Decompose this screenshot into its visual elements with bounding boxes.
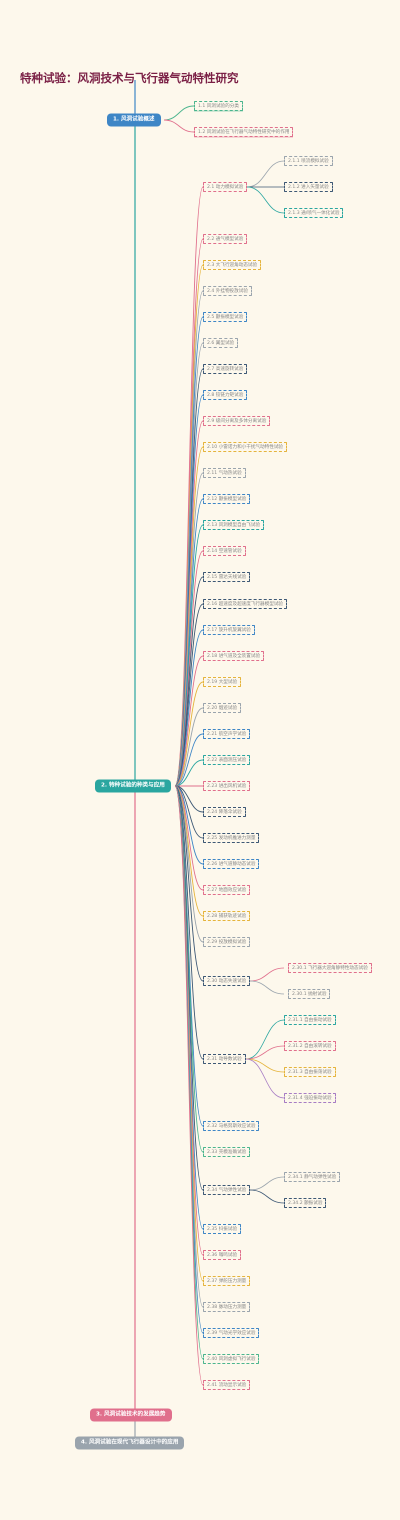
topic-node[interactable]: 2.13 风洞模型自由飞试验 — [203, 520, 265, 530]
topic-node[interactable]: 2.17 旋升机旋翼试验 — [203, 625, 255, 635]
topic-node[interactable]: 2.21 航空声学试验 — [203, 729, 251, 739]
connector-line — [174, 681, 204, 787]
topic-node[interactable]: 2.2 通气模型试验 — [203, 234, 248, 244]
subtopic-node[interactable]: 2.31.3 自由振荡试验 — [284, 1067, 336, 1077]
subtopic-node[interactable]: 2.30.1 飞行器大迎角静特性动态试验 — [288, 963, 372, 973]
topic-node[interactable]: 2.37 弹舵压力测量 — [203, 1276, 251, 1286]
connector-line — [174, 655, 204, 787]
subtopic-node[interactable]: 2.1.2 进入矢量试验 — [284, 182, 333, 192]
topic-node[interactable]: 2.8 铰链力矩试验 — [203, 390, 248, 400]
topic-node[interactable]: 2.33 壳模准确试验 — [203, 1147, 251, 1157]
connector-line — [174, 785, 204, 1191]
topic-node[interactable]: 2.7 高速旋转试验 — [203, 364, 248, 374]
topic-node[interactable]: 2.27 地面效应试验 — [203, 885, 251, 895]
topic-node[interactable]: 2.18 进气道及全装置试验 — [203, 651, 265, 661]
connector-line — [174, 629, 204, 787]
topic-node[interactable]: 2.19 大型试验 — [203, 677, 242, 687]
topic-node[interactable]: 2.24 降落伞试验 — [203, 807, 246, 817]
connector-line — [174, 707, 204, 787]
topic-node[interactable]: 2.12 颤振模型试验 — [203, 494, 251, 504]
connector-line — [246, 160, 285, 188]
section-node[interactable]: 2. 特种试验的种类与应用 — [95, 779, 171, 793]
topic-node[interactable]: 2.28 捕获轨迹试验 — [203, 911, 251, 921]
topic-node[interactable]: 1.1 风洞试验的分类 — [194, 101, 243, 111]
connector-line — [249, 1176, 285, 1191]
connector-line — [174, 733, 204, 787]
subtopic-node[interactable]: 2.1.3 通/喷气一体化试验 — [284, 208, 344, 218]
topic-node[interactable]: 2.11 气动热试验 — [203, 468, 246, 478]
connector-line — [245, 1058, 285, 1073]
topic-node[interactable]: 2.36 嗡鸣试验 — [203, 1250, 242, 1260]
connector-line — [174, 759, 204, 787]
topic-node[interactable]: 2.10 小雷诺力和小干扰气动特性试验 — [203, 442, 288, 452]
topic-node[interactable]: 2.29 投放模拟试验 — [203, 937, 251, 947]
topic-node[interactable]: 2.9 级间分离及多体分离试验 — [203, 416, 271, 426]
topic-node[interactable]: 2.40 风洞虚拟飞行试验 — [203, 1354, 260, 1364]
connector-line — [174, 785, 204, 982]
connector-line — [174, 394, 204, 787]
connector-line — [163, 105, 195, 121]
connector-line — [174, 785, 204, 1060]
subtopic-node[interactable]: 2.34.2 颤振试验 — [284, 1198, 327, 1208]
subtopic-node[interactable]: 2.31.1 自由振动试验 — [284, 1015, 336, 1025]
topic-node[interactable]: 2.31 动导数试验 — [203, 1054, 246, 1064]
subtopic-node[interactable]: 2.31.2 自由滚转试验 — [284, 1041, 336, 1051]
section-node[interactable]: 4. 风洞试验在现代飞行器设计中的应用 — [75, 1436, 185, 1450]
topic-node[interactable]: 2.41 流动显示试验 — [203, 1380, 251, 1390]
topic-node[interactable]: 2.14 空速管试验 — [203, 546, 246, 556]
subtopic-node[interactable]: 2.30.1 抛射试验 — [288, 989, 331, 999]
topic-node[interactable]: 2.4 外挂物投放试验 — [203, 286, 252, 296]
subtopic-node[interactable]: 2.31.4 强迫振动试验 — [284, 1093, 336, 1103]
section-node[interactable]: 1. 风洞试验概述 — [107, 113, 161, 127]
topic-node[interactable]: 2.25 发动机推进力测量 — [203, 833, 260, 843]
connector-line — [246, 186, 285, 214]
topic-node[interactable]: 2.20 烟迹试验 — [203, 703, 242, 713]
topic-node[interactable]: 2.5 颤振模型试验 — [203, 312, 248, 322]
map-title: 特种试验：风洞技术与飞行器气动特性研究 — [20, 71, 239, 85]
topic-node[interactable]: 2.16 超速度及超速度飞行器模型试验 — [203, 599, 288, 609]
subtopic-node[interactable]: 2.1.1 喷流模拟试验 — [284, 156, 333, 166]
connector-line — [249, 1189, 285, 1204]
section-node[interactable]: 3. 风洞试验技术的发展趋势 — [90, 1408, 172, 1422]
topic-node[interactable]: 1.2 风洞试验在飞行器气动特性研究中的作用 — [194, 127, 294, 137]
connector-line — [245, 1045, 285, 1060]
connector-line — [249, 967, 285, 982]
topic-node[interactable]: 2.35 抖振试验 — [203, 1224, 242, 1234]
topic-node[interactable]: 2.26 进气道静动态试验 — [203, 859, 260, 869]
topic-node[interactable]: 2.23 进出风机试验 — [203, 781, 251, 791]
topic-node[interactable]: 2.34 气动弹性试验 — [203, 1185, 251, 1195]
topic-node[interactable]: 2.32 马格努斯效应试验 — [203, 1121, 260, 1131]
connector-line — [245, 1019, 285, 1060]
topic-node[interactable]: 2.39 气动光学效应试验 — [203, 1328, 260, 1338]
topic-node[interactable]: 2.3 大飞行迎角动态试验 — [203, 260, 262, 270]
topic-node[interactable]: 2.38 脉动压力测量 — [203, 1302, 251, 1312]
topic-node[interactable]: 2.22 表面测压试验 — [203, 755, 251, 765]
connector-line — [174, 785, 204, 1386]
topic-node[interactable]: 2.15 雷达天线试验 — [203, 572, 251, 582]
topic-node[interactable]: 2.1 动力模拟试验 — [203, 182, 248, 192]
topic-node[interactable]: 2.30 动态失速试验 — [203, 976, 251, 986]
connector-line — [249, 980, 285, 995]
subtopic-node[interactable]: 2.34.1 静气动弹性试验 — [284, 1172, 341, 1182]
topic-node[interactable]: 2.6 翼型试验 — [203, 338, 239, 348]
connector-line — [163, 119, 195, 133]
connector-line — [245, 1058, 285, 1099]
